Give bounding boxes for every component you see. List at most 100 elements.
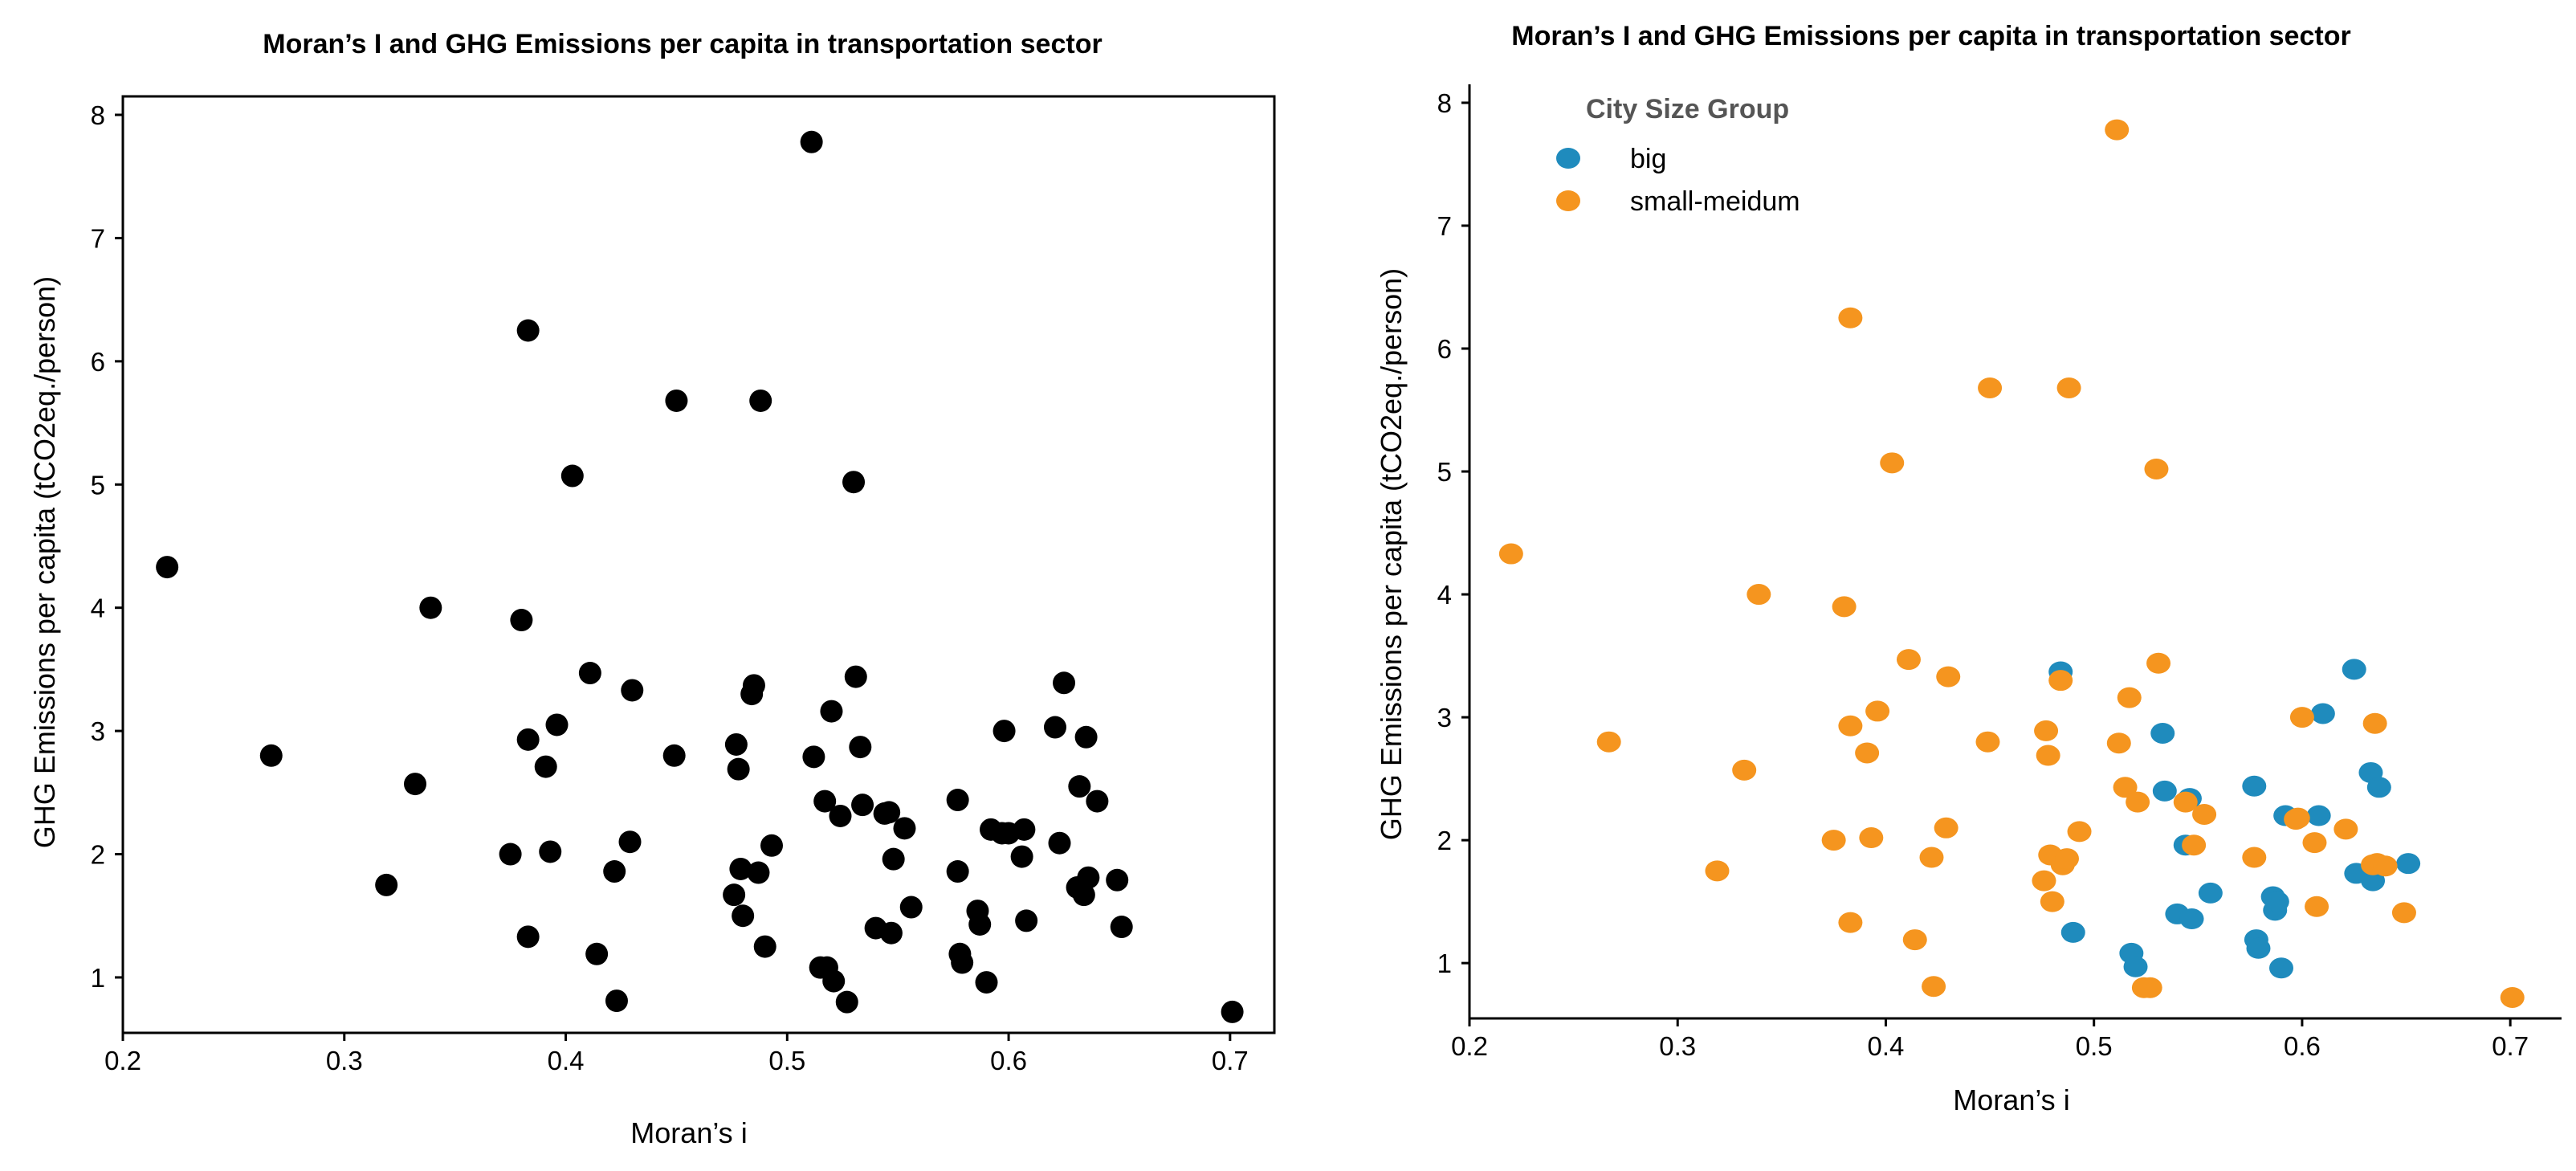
data-point-small-meidum [1838,715,1863,736]
data-point-big [2269,957,2293,979]
data-point-small-meidum [1832,596,1857,618]
data-point-small-meidum [1936,666,1961,688]
data-point-big [2306,805,2331,826]
data-point-big [2179,908,2204,930]
data-point [1086,790,1109,813]
y-tick-label: 7 [91,223,105,253]
data-point [1053,671,1076,695]
legend-swatch-big [1556,148,1580,169]
data-point [1106,868,1129,892]
data-point-small-meidum [2373,855,2398,877]
data-point [951,951,974,974]
data-point [849,736,872,759]
data-point [835,990,858,1014]
data-point-small-meidum [2146,652,2171,674]
data-point [946,789,969,812]
data-point-big [2242,775,2267,797]
data-point-small-meidum [1838,307,1863,328]
y-tick-label: 1 [91,963,105,993]
data-point [665,389,688,412]
y-tick-label: 3 [91,716,105,746]
data-point-small-meidum [2305,896,2329,917]
data-point [404,773,427,796]
data-point [747,861,770,884]
x-tick-label: 0.4 [1868,1031,1905,1061]
y-tick-label: 2 [91,840,105,870]
data-point-big [2150,722,2175,744]
data-point [516,925,540,949]
data-point [1072,883,1095,907]
data-point-small-meidum [2333,818,2358,840]
y-tick-label: 7 [1437,211,1452,241]
data-point [732,904,755,928]
data-point [749,389,772,412]
data-point [516,728,540,751]
data-point [802,745,825,769]
x-axis-ticks: 0.2 0.3 0.4 0.5 0.6 0.7 [1451,1018,2529,1061]
data-point [968,912,992,936]
data-point-small-meidum [1978,377,2003,398]
data-point [1043,716,1066,739]
x-tick-label: 0.7 [2492,1031,2529,1061]
legend: City Size Group big small-meidum [1556,94,1800,217]
data-point-small-meidum [2048,670,2073,692]
data-point-big [2361,870,2386,892]
y-tick-label: 5 [91,470,105,500]
data-point-small-meidum [2302,832,2327,854]
data-points [156,130,1244,1023]
x-tick-label: 0.2 [1451,1031,1488,1061]
y-tick-label: 4 [1437,580,1452,610]
data-point [946,860,969,883]
data-point-big [2342,659,2366,680]
y-axis-ticks: 1 2 3 4 5 6 7 8 [91,100,123,993]
y-tick-label: 4 [91,594,105,623]
data-point-big [2396,853,2421,875]
data-point-small-meidum [2036,745,2060,766]
data-point [545,713,569,736]
data-point [419,596,442,619]
data-point-small-meidum [1859,827,1884,849]
data-point [878,801,901,824]
data-point [800,130,823,153]
data-point [560,464,584,488]
chart-title: Moran’s I and GHG Emissions per capita i… [1511,21,2350,51]
x-axis-ticks: 0.2 0.3 0.4 0.5 0.6 0.7 [104,1033,1249,1075]
data-point-small-meidum [2289,707,2314,728]
y-tick-label: 8 [91,100,105,130]
data-point [760,834,784,857]
data-point [992,720,1016,743]
data-point-small-meidum [2182,834,2207,856]
data-point-big [2060,921,2085,943]
x-tick-label: 0.3 [326,1046,363,1075]
data-point-small-meidum [2117,687,2142,708]
legend-title: City Size Group [1586,94,1789,124]
legend-swatch-small-medium [1556,190,1580,211]
data-point-small-meidum [1821,830,1846,851]
data-point [539,840,562,863]
data-point-small-meidum [2105,119,2130,141]
data-point-small-meidum [1855,742,1880,764]
data-point-small-meidum [2192,803,2217,825]
data-point [829,804,852,827]
x-axis-label: Moran’s i [1953,1083,2069,1116]
data-point-small-meidum [1934,817,1958,838]
x-tick-label: 0.4 [548,1046,585,1075]
data-point [844,665,867,688]
data-point-small-meidum [2144,458,2169,479]
x-tick-label: 0.6 [990,1046,1027,1075]
data-point [742,674,765,697]
data-point [618,830,642,854]
scatter-chart-left: Moran’s I and GHG Emissions per capita i… [28,29,1276,1149]
data-point-small-meidum [1865,700,1890,722]
y-axis-label: GHG Emissions per capita (tCO2eq./person… [1375,268,1408,840]
y-tick-label: 6 [1437,334,1452,364]
x-tick-label: 0.6 [2284,1031,2321,1061]
data-point [259,744,283,767]
data-point [621,679,644,702]
data-point-small-meidum [1732,759,1757,781]
data-point-small-meidum [1975,731,2000,753]
data-point [729,857,752,880]
data-point-small-meidum [2242,847,2267,868]
data-point [1048,831,1071,855]
data-point-small-meidum [2362,712,2387,734]
